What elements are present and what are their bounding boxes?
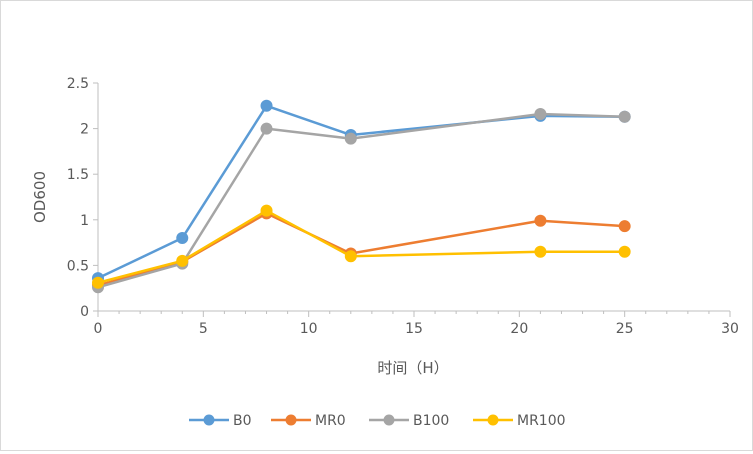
data-point: [534, 108, 547, 121]
data-point: [618, 110, 631, 123]
legend: B0 MR0 B100 MR100: [189, 413, 566, 429]
series-mr100: [92, 204, 631, 289]
data-point: [260, 204, 273, 217]
series-line: [97, 209, 625, 284]
data-point: [534, 245, 547, 258]
series-mr0: [92, 207, 631, 292]
legend-label: MR100: [517, 413, 566, 429]
y-tick-label: 0.5: [67, 258, 89, 274]
data-point: [344, 132, 357, 145]
legend-marker: [487, 414, 499, 426]
y-tick-label: 2.5: [67, 76, 89, 92]
legend-label: MR0: [315, 413, 346, 429]
data-point: [176, 254, 189, 267]
x-axis-title: 时间（H）: [377, 359, 448, 377]
data-point: [260, 99, 273, 112]
legend-item-mr100: MR100: [473, 413, 566, 429]
data-point: [92, 276, 104, 289]
series-line: [97, 112, 625, 289]
legend-label: B0: [233, 413, 252, 429]
y-axis-title: OD600: [31, 171, 49, 223]
legend-marker: [383, 414, 395, 426]
legend-marker: [285, 414, 297, 426]
y-tick-label: 1.5: [67, 167, 89, 183]
x-tick-label: 20: [510, 321, 528, 337]
x-tick-label: 0: [94, 321, 103, 337]
data-point: [344, 250, 357, 263]
data-point: [260, 122, 273, 135]
y-tick-label: 0: [80, 304, 89, 320]
x-tick-label: 30: [721, 321, 739, 337]
series-line: [97, 104, 625, 280]
data-point: [618, 245, 631, 258]
x-tick-label: 15: [405, 321, 423, 337]
series-b100: [92, 108, 631, 294]
axes: 0 0.5 1 1.5 2 2.5 0 5 10 15 20 25 30: [67, 76, 739, 337]
data-point: [176, 232, 189, 245]
y-tick-label: 1: [80, 213, 89, 229]
legend-item-b0: B0: [189, 413, 252, 429]
x-tick-label: 10: [300, 321, 318, 337]
legend-label: B100: [413, 413, 449, 429]
legend-item-b100: B100: [369, 413, 449, 429]
legend-marker: [203, 414, 215, 426]
y-tick-label: 2: [80, 122, 89, 138]
plot-area: [92, 99, 631, 294]
x-tick-label: 25: [616, 321, 634, 337]
x-tick-label: 5: [199, 321, 208, 337]
data-point: [534, 214, 547, 227]
legend-item-mr0: MR0: [271, 413, 346, 429]
data-point: [618, 220, 631, 233]
